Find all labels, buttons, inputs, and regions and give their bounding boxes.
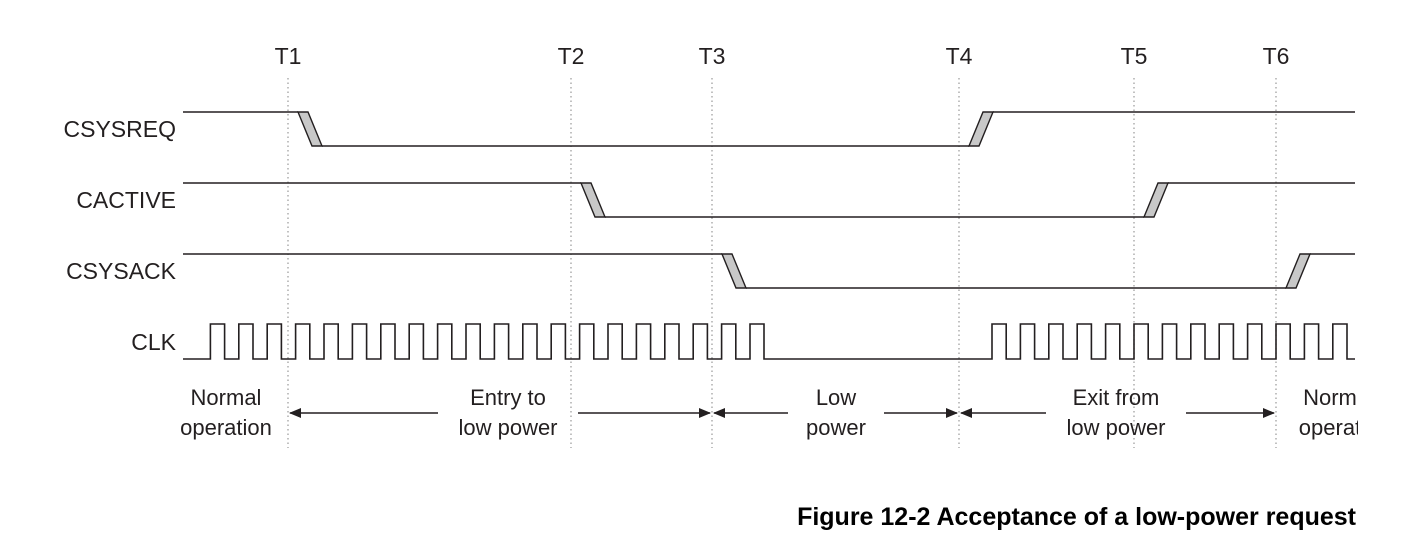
transition-csysack-t6: [1284, 253, 1312, 289]
time-marker-t3: T3: [699, 43, 726, 69]
signal-label-cactive: CACTIVE: [76, 187, 176, 213]
signal-label-clk: CLK: [131, 329, 176, 355]
phase-label-line: Low: [816, 385, 856, 410]
phase-3: Exit from low power: [960, 385, 1275, 440]
phase-4: Norm operat: [1299, 385, 1361, 440]
time-marker-t1: T1: [275, 43, 302, 69]
signal-labels: CSYSREQ CACTIVE CSYSACK CLK: [64, 116, 177, 355]
phase-label-line: low power: [1066, 415, 1165, 440]
transition-cactive-t5: [1142, 182, 1170, 218]
waveform-cactive: [183, 182, 1355, 218]
signal-waveforms: [183, 111, 1355, 360]
phase-label-line: Normal: [191, 385, 262, 410]
time-marker-t6: T6: [1263, 43, 1290, 69]
phase-label-line: low power: [458, 415, 557, 440]
time-marker-t5: T5: [1121, 43, 1148, 69]
phase-0: Normal operation: [180, 385, 272, 440]
figure-caption: Figure 12-2 Acceptance of a low-power re…: [797, 503, 1356, 531]
phase-label-line: power: [806, 415, 866, 440]
transition-csysreq-t1: [296, 111, 324, 147]
phase-label-line: Norm: [1303, 385, 1357, 410]
phase-label-line: Exit from: [1073, 385, 1160, 410]
transition-cactive-t2: [579, 182, 607, 218]
time-marker-t2: T2: [558, 43, 585, 69]
phase-label-line: operation: [180, 415, 272, 440]
waveform-csysack: [183, 253, 1355, 289]
signal-label-csysreq: CSYSREQ: [64, 116, 176, 142]
phase-label-line: Entry to: [470, 385, 546, 410]
clk-waveform: [183, 323, 1355, 360]
time-marker-t4: T4: [946, 43, 973, 69]
time-marker-labels: T1 T2 T3 T4 T5 T6: [275, 43, 1290, 69]
time-guide-lines: [287, 78, 1277, 448]
phase-2: Low power: [713, 385, 958, 440]
transition-csysreq-t4: [967, 111, 995, 147]
phase-1: Entry to low power: [289, 385, 711, 440]
phase-label-line: operat: [1299, 415, 1361, 440]
transition-csysack-t3: [720, 253, 748, 289]
waveform-csysreq: [183, 111, 1355, 147]
signal-label-csysack: CSYSACK: [66, 258, 177, 284]
phase-annotations: Normal operation Entry to low power Low power…: [180, 385, 1361, 440]
